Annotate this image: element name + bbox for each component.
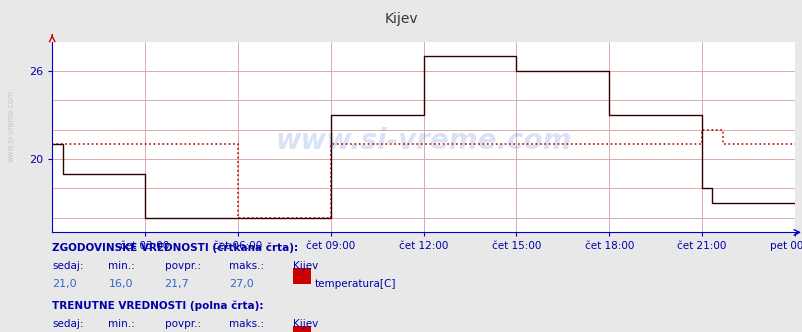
- Text: 27,0: 27,0: [229, 279, 253, 289]
- Text: www.si-vreme.com: www.si-vreme.com: [275, 127, 571, 155]
- Text: 16,0: 16,0: [108, 279, 133, 289]
- Text: min.:: min.:: [108, 319, 135, 329]
- Text: maks.:: maks.:: [229, 319, 264, 329]
- Text: temperatura[C]: temperatura[C]: [314, 279, 395, 289]
- Text: povpr.:: povpr.:: [164, 319, 200, 329]
- Text: maks.:: maks.:: [229, 261, 264, 271]
- Text: sedaj:: sedaj:: [52, 319, 83, 329]
- Text: 21,7: 21,7: [164, 279, 189, 289]
- Text: Kijev: Kijev: [384, 12, 418, 26]
- Text: TRENUTNE VREDNOSTI (polna črta):: TRENUTNE VREDNOSTI (polna črta):: [52, 300, 263, 311]
- Text: Kijev: Kijev: [293, 261, 318, 271]
- Text: sedaj:: sedaj:: [52, 261, 83, 271]
- Text: www.si-vreme.com: www.si-vreme.com: [6, 90, 15, 162]
- Text: Kijev: Kijev: [293, 319, 318, 329]
- Text: povpr.:: povpr.:: [164, 261, 200, 271]
- Text: min.:: min.:: [108, 261, 135, 271]
- Text: 21,0: 21,0: [52, 279, 77, 289]
- Text: ZGODOVINSKE VREDNOSTI (črtkana črta):: ZGODOVINSKE VREDNOSTI (črtkana črta):: [52, 242, 298, 253]
